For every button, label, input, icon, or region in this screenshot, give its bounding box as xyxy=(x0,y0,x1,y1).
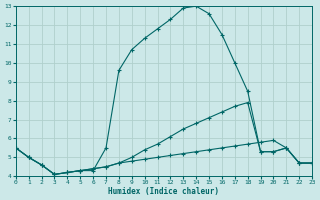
X-axis label: Humidex (Indice chaleur): Humidex (Indice chaleur) xyxy=(108,187,220,196)
